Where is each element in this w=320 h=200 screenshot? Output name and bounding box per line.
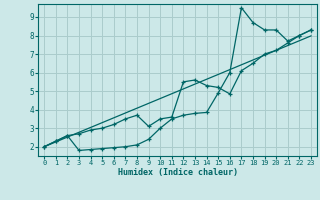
X-axis label: Humidex (Indice chaleur): Humidex (Indice chaleur) xyxy=(118,168,238,177)
